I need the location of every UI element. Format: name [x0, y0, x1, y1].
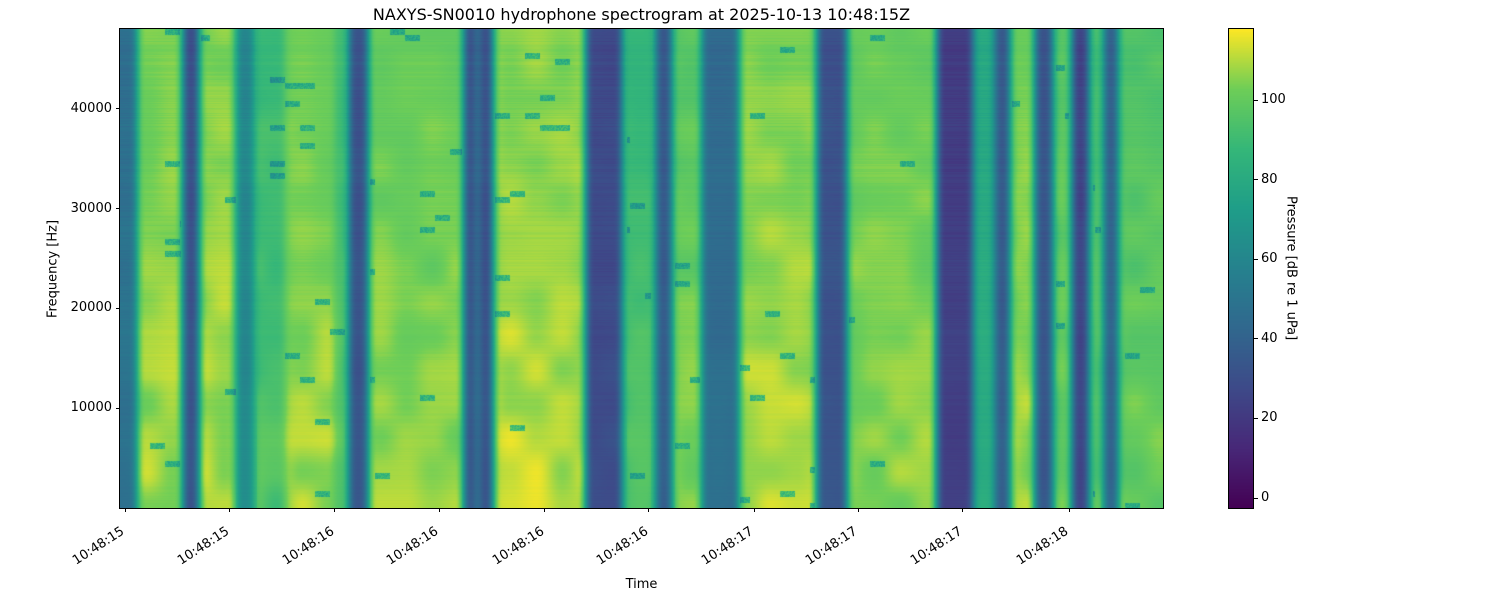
chart-title: NAXYS-SN0010 hydrophone spectrogram at 2… — [372, 5, 911, 24]
tick-mark — [229, 508, 230, 512]
tick-mark — [124, 508, 126, 512]
y-tick-label: 40000 — [70, 100, 112, 116]
colorbar-gradient — [1229, 29, 1253, 508]
tick-mark — [1068, 508, 1070, 512]
tick-mark — [438, 508, 440, 512]
tick-mark — [1254, 497, 1258, 499]
colorbar-tick-label: 60 — [1261, 251, 1278, 267]
colorbar-label: Pressure [dB re 1 uPa] — [1283, 196, 1299, 341]
colorbar — [1228, 28, 1254, 509]
tick-mark — [544, 508, 545, 512]
spectrogram-image — [120, 29, 1163, 508]
y-tick-label: 30000 — [70, 200, 112, 216]
tick-mark — [1254, 417, 1258, 419]
tick-mark — [648, 508, 650, 512]
tick-mark — [962, 508, 964, 512]
colorbar-tick-label: 20 — [1261, 410, 1278, 426]
tick-mark — [1254, 338, 1258, 340]
y-tick-label: 20000 — [70, 300, 112, 316]
tick-mark — [1254, 258, 1258, 260]
y-tick-label: 10000 — [70, 400, 112, 416]
tick-mark — [116, 407, 120, 409]
tick-mark — [116, 307, 120, 309]
colorbar-tick-label: 80 — [1261, 171, 1278, 187]
tick-mark — [1254, 179, 1258, 181]
colorbar-tick-label: 40 — [1261, 330, 1278, 346]
tick-mark — [116, 108, 120, 110]
colorbar-tick-label: 0 — [1261, 490, 1270, 506]
x-axis-label: Time — [625, 577, 658, 592]
tick-mark — [857, 508, 859, 512]
plot-area — [119, 28, 1164, 509]
x-tick-label: 10:48:15 — [70, 524, 128, 569]
tick-mark — [116, 208, 120, 210]
tick-mark — [1254, 99, 1258, 101]
colorbar-tick-label: 100 — [1261, 92, 1286, 108]
tick-mark — [334, 508, 336, 512]
tick-mark — [753, 508, 755, 512]
